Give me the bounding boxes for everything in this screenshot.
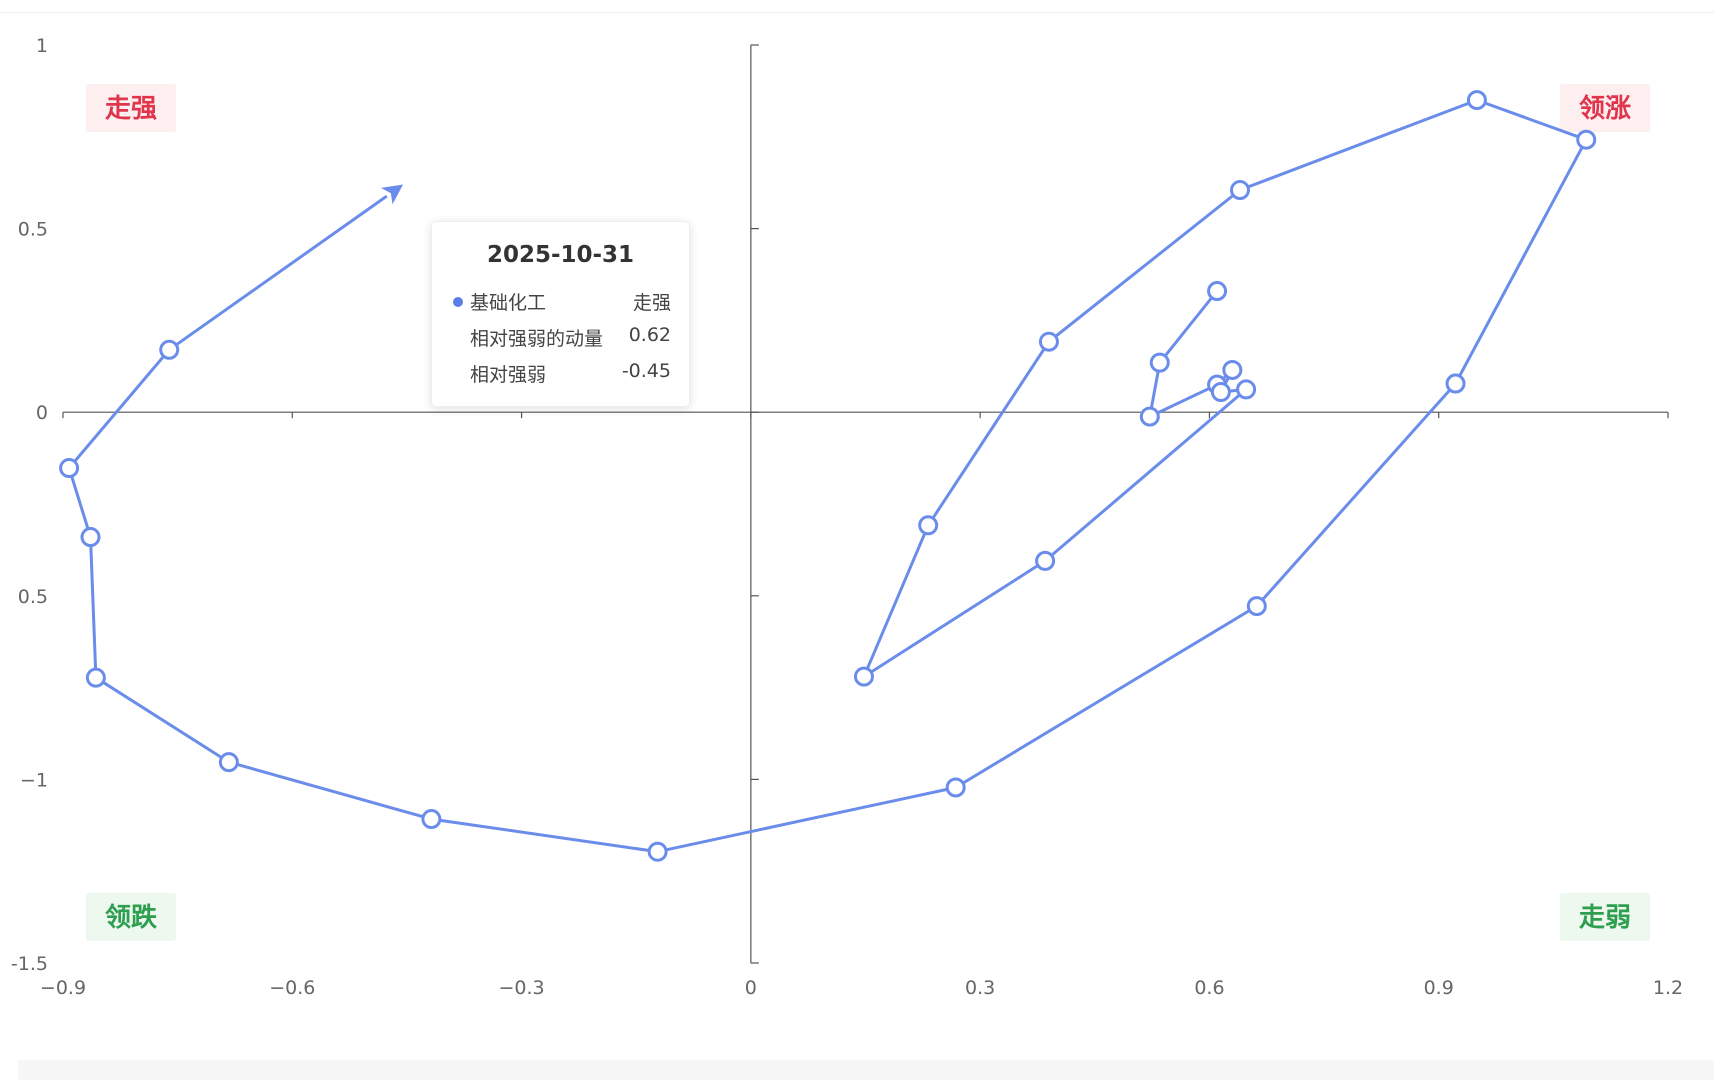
tooltip-sector-value: 走强: [632, 292, 671, 314]
data-point[interactable]: [1222, 359, 1243, 380]
quadrant-label-top-left: 走强: [105, 94, 157, 124]
y-tick-label: 0.5: [18, 219, 48, 241]
series-dot-icon: [453, 297, 463, 307]
tooltip-momentum-label: 相对强弱的动量: [470, 328, 604, 350]
data-point[interactable]: [218, 752, 239, 773]
data-point[interactable]: [85, 667, 106, 688]
axes: −0.9 −0.6 −0.3 0 0.3 0.6 0.9 1.2 1 0.5 0 0.5 −1 -1.5: [11, 35, 1683, 999]
data-point[interactable]: [1576, 129, 1597, 150]
trajectory-points[interactable]: [59, 90, 1597, 862]
quadrant-label-bg: [86, 84, 176, 132]
trajectory-path: [67, 98, 1588, 854]
x-tick-label: −0.6: [269, 977, 315, 999]
data-point[interactable]: [159, 339, 180, 360]
quadrant-label-bg: [1560, 84, 1650, 132]
y-tick-label: 0.5: [18, 586, 48, 608]
data-point[interactable]: [1038, 331, 1059, 352]
trajectory-arrowhead: [381, 184, 404, 205]
tooltip-row-momentum: 相对强弱的动量 0.62: [470, 324, 671, 356]
data-point[interactable]: [80, 527, 101, 548]
data-point[interactable]: [1236, 379, 1257, 400]
tooltip: 2025-10-31 基础化工 走强 相对强弱的动量 0.62 相对强弱 -0.…: [431, 221, 690, 407]
x-tick-label: −0.3: [499, 977, 545, 999]
tooltip-strength-value: -0.45: [621, 360, 671, 382]
tooltip-strength-label: 相对强弱: [470, 364, 547, 386]
bottom-scroll-area: [18, 1060, 1714, 1080]
tooltip-row-sector: 基础化工 走强: [470, 288, 671, 320]
quadrant-label-bg: [1560, 893, 1650, 941]
data-point[interactable]: [1466, 90, 1487, 111]
quadrant-label-bottom-left: 领跌: [105, 902, 157, 933]
x-tick-label: 0.6: [1194, 977, 1224, 999]
tooltip-row-strength: 相对强弱 -0.45: [470, 360, 671, 392]
y-tick-label: 1: [36, 35, 48, 57]
data-point[interactable]: [1445, 373, 1466, 394]
trajectory-line: [67, 98, 1588, 854]
data-point[interactable]: [1139, 406, 1160, 427]
quadrant-label-bottom-right: 走弱: [1579, 903, 1631, 933]
data-point[interactable]: [1230, 180, 1250, 201]
data-point[interactable]: [1210, 382, 1231, 403]
data-point[interactable]: [1035, 550, 1056, 571]
x-tick-label: 1.2: [1653, 977, 1683, 999]
tooltip-momentum-value: 0.62: [628, 324, 671, 346]
data-point[interactable]: [59, 458, 80, 479]
quadrant-label-top-right: 领涨: [1579, 93, 1631, 124]
x-tick-label: 0.3: [965, 977, 995, 999]
quadrant-label-bg: [86, 893, 176, 941]
data-point[interactable]: [1246, 596, 1267, 617]
x-tick-label: −0.9: [40, 977, 86, 999]
top-border: [0, 0, 1714, 13]
y-tick-label: 0: [36, 402, 48, 424]
data-point[interactable]: [918, 515, 939, 536]
data-point[interactable]: [1149, 352, 1170, 373]
y-tick-label: -1.5: [11, 953, 48, 975]
data-point[interactable]: [647, 841, 668, 862]
tooltip-sector-label: 基础化工: [470, 292, 547, 314]
data-point[interactable]: [853, 666, 874, 687]
x-tick-label: 0: [745, 977, 757, 999]
data-point[interactable]: [1207, 281, 1228, 302]
data-point[interactable]: [421, 809, 442, 830]
y-tick-label: −1: [20, 769, 48, 791]
tooltip-date: 2025-10-31: [486, 242, 635, 268]
data-point[interactable]: [945, 777, 966, 798]
x-tick-label: 0.9: [1424, 977, 1454, 999]
